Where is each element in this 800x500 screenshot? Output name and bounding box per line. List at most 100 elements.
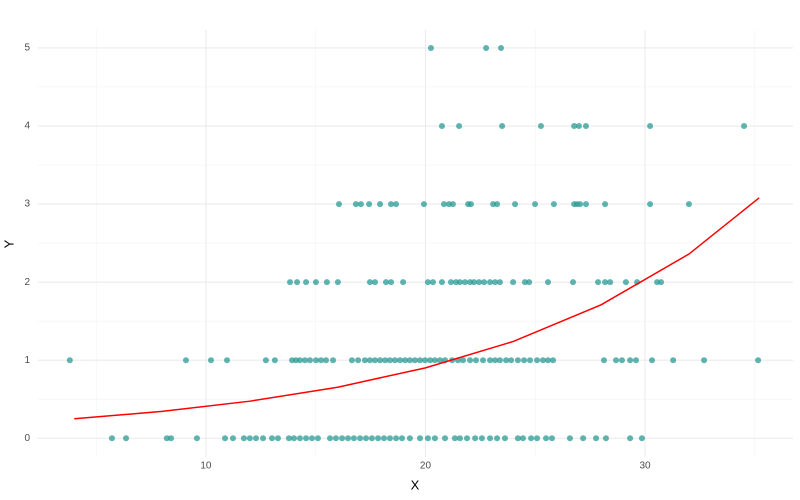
data-point	[303, 435, 310, 442]
data-point	[429, 279, 436, 286]
data-point	[498, 44, 505, 51]
data-point	[701, 357, 708, 364]
data-point	[438, 123, 445, 130]
data-point	[355, 357, 362, 364]
data-point	[532, 201, 539, 208]
data-point	[406, 357, 413, 364]
data-point	[406, 435, 413, 442]
data-point	[570, 279, 577, 286]
data-point	[571, 123, 578, 130]
data-point	[471, 279, 478, 286]
data-point	[526, 279, 533, 286]
data-point	[436, 357, 443, 364]
data-point	[368, 435, 375, 442]
grid	[38, 30, 793, 457]
data-point	[451, 435, 458, 442]
data-point	[487, 357, 494, 364]
data-point	[348, 357, 355, 364]
data-point	[334, 279, 341, 286]
data-point	[685, 201, 692, 208]
data-point	[240, 435, 247, 442]
data-point	[467, 357, 474, 364]
data-point	[548, 435, 555, 442]
data-point	[595, 279, 602, 286]
data-point	[398, 435, 405, 442]
data-point	[427, 44, 434, 51]
data-point	[314, 435, 321, 442]
data-point	[492, 279, 499, 286]
data-point	[602, 201, 609, 208]
data-point	[670, 357, 677, 364]
data-point	[402, 357, 409, 364]
data-point	[344, 435, 351, 442]
data-point	[627, 357, 634, 364]
data-point	[350, 435, 357, 442]
data-point	[503, 357, 510, 364]
data-point	[447, 279, 454, 286]
data-point	[514, 357, 521, 364]
data-point	[323, 357, 330, 364]
data-point	[386, 435, 393, 442]
data-point	[580, 435, 587, 442]
data-point	[537, 123, 544, 130]
data-point	[312, 357, 319, 364]
data-point	[193, 435, 200, 442]
data-point	[224, 357, 231, 364]
data-point	[285, 435, 292, 442]
data-point	[510, 279, 517, 286]
data-point	[543, 435, 550, 442]
data-point	[508, 357, 515, 364]
data-point	[755, 357, 762, 364]
data-point	[487, 435, 494, 442]
data-point	[440, 201, 447, 208]
data-point	[438, 279, 445, 286]
data-point	[514, 435, 521, 442]
data-point	[317, 357, 324, 364]
data-point	[494, 201, 501, 208]
data-point	[417, 435, 424, 442]
data-point	[539, 357, 546, 364]
data-point	[330, 357, 337, 364]
data-point	[290, 435, 297, 442]
data-point	[366, 201, 373, 208]
data-point	[308, 435, 315, 442]
data-point	[366, 357, 373, 364]
data-point	[335, 201, 342, 208]
data-point	[246, 435, 253, 442]
data-point	[449, 201, 456, 208]
data-point	[362, 435, 369, 442]
data-point	[487, 279, 494, 286]
data-point	[168, 435, 175, 442]
fit-line	[74, 197, 760, 420]
data-point	[393, 201, 400, 208]
data-point	[422, 357, 429, 364]
data-point	[332, 435, 339, 442]
data-point	[602, 279, 609, 286]
data-point	[386, 357, 393, 364]
data-point	[253, 435, 260, 442]
data-point	[575, 123, 582, 130]
data-point	[260, 435, 267, 442]
data-point	[339, 435, 346, 442]
data-point	[456, 123, 463, 130]
data-point	[526, 357, 533, 364]
data-point	[274, 435, 281, 442]
data-point	[294, 279, 301, 286]
data-point	[66, 357, 73, 364]
data-point	[326, 435, 333, 442]
data-point	[424, 435, 431, 442]
data-point	[544, 357, 551, 364]
data-point	[222, 435, 229, 442]
data-point	[391, 357, 398, 364]
x-tick-label: 10	[200, 461, 212, 472]
data-point	[296, 357, 303, 364]
data-point	[647, 123, 654, 130]
data-point	[182, 357, 189, 364]
data-point	[566, 435, 573, 442]
data-point	[577, 201, 584, 208]
data-point	[544, 279, 551, 286]
data-point	[352, 201, 359, 208]
data-point	[377, 201, 384, 208]
data-point	[618, 357, 625, 364]
data-point	[600, 357, 607, 364]
